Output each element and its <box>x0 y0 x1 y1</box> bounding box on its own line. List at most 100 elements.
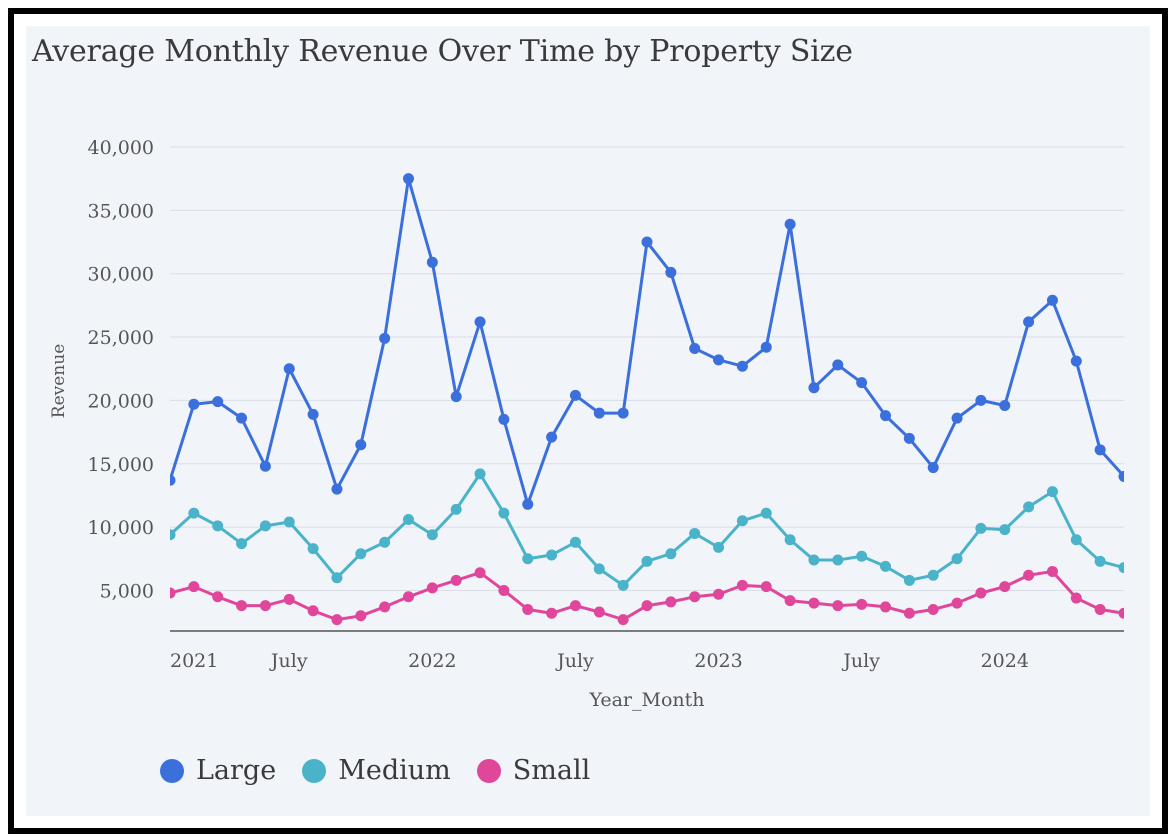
data-point-large[interactable] <box>141 443 152 454</box>
data-point-large[interactable] <box>450 391 462 403</box>
data-point-small[interactable] <box>951 597 963 609</box>
data-point-small[interactable] <box>808 597 820 609</box>
data-point-large[interactable] <box>975 394 987 406</box>
data-point-large[interactable] <box>593 407 605 419</box>
data-point-large[interactable] <box>546 431 558 443</box>
data-point-medium[interactable] <box>331 572 343 584</box>
data-point-medium[interactable] <box>236 538 248 550</box>
data-point-small[interactable] <box>665 596 677 608</box>
data-point-medium[interactable] <box>1046 486 1058 498</box>
data-point-medium[interactable] <box>1094 555 1106 567</box>
data-point-small[interactable] <box>1070 592 1082 604</box>
data-point-small[interactable] <box>832 600 844 612</box>
data-point-large[interactable] <box>498 413 510 425</box>
data-point-small[interactable] <box>713 588 725 600</box>
data-point-small[interactable] <box>1023 569 1035 581</box>
data-point-small[interactable] <box>236 600 248 612</box>
data-point-large[interactable] <box>1023 316 1035 328</box>
data-point-large[interactable] <box>832 359 844 371</box>
data-point-medium[interactable] <box>569 536 581 548</box>
data-point-large[interactable] <box>665 266 677 278</box>
data-point-medium[interactable] <box>903 574 915 586</box>
data-point-medium[interactable] <box>880 560 891 572</box>
data-point-small[interactable] <box>546 607 558 619</box>
data-point-medium[interactable] <box>165 529 176 541</box>
data-point-large[interactable] <box>784 218 796 230</box>
data-point-medium[interactable] <box>1023 501 1035 513</box>
data-point-large[interactable] <box>689 342 701 354</box>
data-point-medium[interactable] <box>665 548 677 560</box>
data-point-large[interactable] <box>1118 470 1130 482</box>
data-point-medium[interactable] <box>808 554 820 566</box>
data-point-small[interactable] <box>498 584 510 596</box>
data-point-medium[interactable] <box>379 536 391 548</box>
data-point-small[interactable] <box>689 591 701 603</box>
data-point-small[interactable] <box>522 603 534 615</box>
data-point-large[interactable] <box>379 332 391 344</box>
data-point-medium[interactable] <box>141 542 152 553</box>
data-point-small[interactable] <box>975 587 987 599</box>
data-point-large[interactable] <box>522 498 534 510</box>
data-point-large[interactable] <box>569 389 581 401</box>
data-point-small[interactable] <box>307 605 319 617</box>
data-point-small[interactable] <box>212 591 224 603</box>
data-point-small[interactable] <box>927 603 939 615</box>
data-point-large[interactable] <box>856 377 868 389</box>
data-point-medium[interactable] <box>426 529 438 541</box>
data-point-small[interactable] <box>450 574 462 586</box>
data-point-medium[interactable] <box>975 522 987 534</box>
data-point-large[interactable] <box>331 483 343 495</box>
data-point-large[interactable] <box>1046 294 1058 306</box>
data-point-large[interactable] <box>951 412 963 424</box>
data-point-large[interactable] <box>880 410 891 422</box>
data-point-large[interactable] <box>808 382 820 394</box>
data-point-large[interactable] <box>355 439 367 451</box>
data-point-large[interactable] <box>1094 444 1106 456</box>
data-point-large[interactable] <box>1070 355 1082 367</box>
data-point-medium[interactable] <box>450 503 462 515</box>
data-point-small[interactable] <box>736 579 748 591</box>
data-point-medium[interactable] <box>188 507 200 519</box>
data-point-medium[interactable] <box>1070 534 1082 546</box>
data-point-medium[interactable] <box>832 554 844 566</box>
data-point-medium[interactable] <box>403 514 414 526</box>
data-point-small[interactable] <box>760 581 772 593</box>
data-point-medium[interactable] <box>856 550 868 562</box>
data-point-medium[interactable] <box>927 569 939 581</box>
data-point-small[interactable] <box>188 581 200 593</box>
data-point-small[interactable] <box>283 593 295 605</box>
legend-item-medium[interactable]: Medium <box>302 755 451 786</box>
data-point-medium[interactable] <box>617 579 629 591</box>
data-point-small[interactable] <box>331 614 343 626</box>
data-point-medium[interactable] <box>641 555 653 567</box>
data-point-large[interactable] <box>426 256 438 268</box>
data-point-small[interactable] <box>259 600 271 612</box>
data-point-small[interactable] <box>474 567 486 579</box>
data-point-small[interactable] <box>903 607 915 619</box>
data-point-large[interactable] <box>736 360 748 372</box>
data-point-large[interactable] <box>903 432 915 444</box>
data-point-large[interactable] <box>236 412 248 424</box>
data-point-small[interactable] <box>999 581 1011 593</box>
data-point-medium[interactable] <box>760 507 772 519</box>
data-point-large[interactable] <box>713 354 725 366</box>
data-point-large[interactable] <box>165 474 176 486</box>
data-point-large[interactable] <box>999 399 1011 411</box>
data-point-small[interactable] <box>1094 603 1106 615</box>
data-point-medium[interactable] <box>593 563 605 575</box>
data-point-medium[interactable] <box>951 553 963 565</box>
data-point-large[interactable] <box>760 341 772 353</box>
data-point-small[interactable] <box>403 591 414 603</box>
data-point-small[interactable] <box>593 606 605 618</box>
data-point-large[interactable] <box>474 316 486 328</box>
data-point-medium[interactable] <box>307 543 319 555</box>
data-point-medium[interactable] <box>713 541 725 553</box>
data-point-large[interactable] <box>307 408 319 420</box>
data-point-medium[interactable] <box>212 520 224 532</box>
data-point-small[interactable] <box>165 587 176 599</box>
data-point-large[interactable] <box>641 236 653 248</box>
data-point-small[interactable] <box>426 582 438 594</box>
data-point-medium[interactable] <box>474 468 486 480</box>
data-point-small[interactable] <box>379 601 391 613</box>
data-point-medium[interactable] <box>283 516 295 528</box>
